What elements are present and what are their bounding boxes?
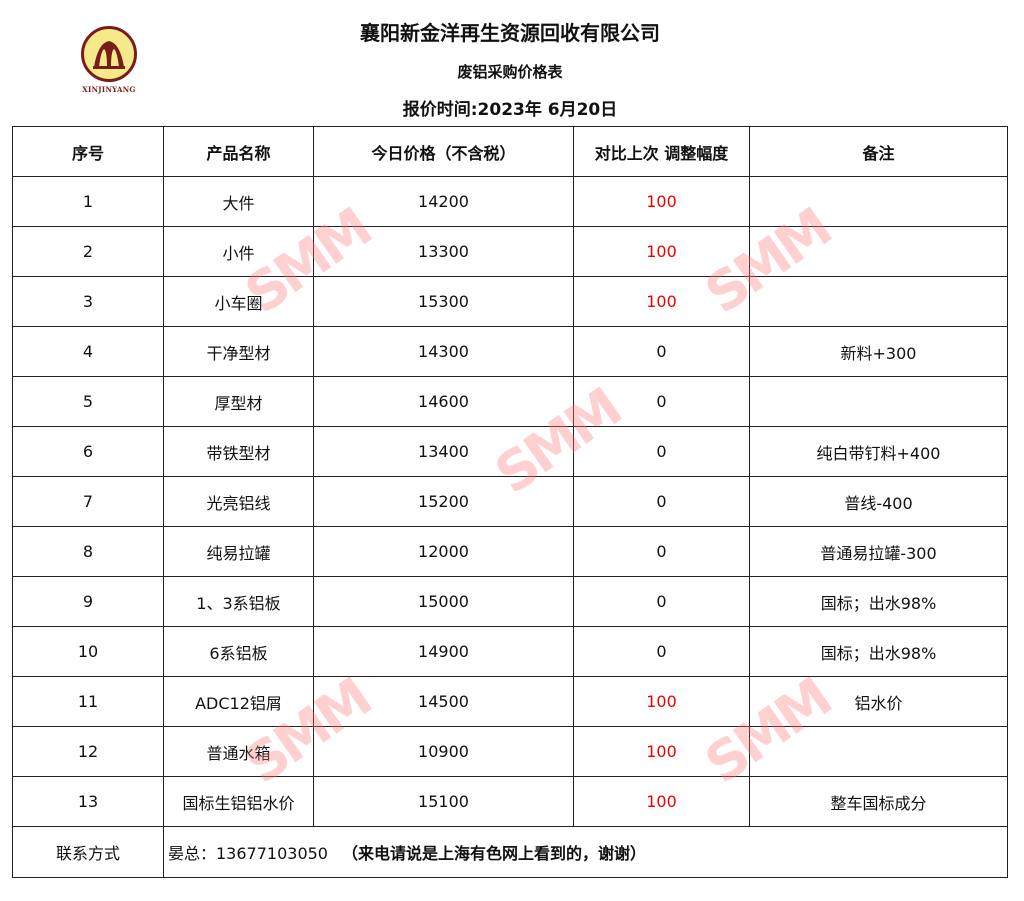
cell-price: 15300 [313,276,574,327]
cell-no: 1 [12,176,164,227]
cell-price: 15100 [313,776,574,827]
logo-text: XINJINYANG [82,85,136,94]
cell-name: 干净型材 [163,326,314,377]
table-row: 13 国标生铝铝水价 15100 100 整车国标成分 [12,776,1008,827]
table-row: 10 6系铝板 14900 0 国标；出水98% [12,626,1008,677]
logo-emblem-icon [81,26,137,82]
cell-name: 小车圈 [163,276,314,327]
company-title: 襄阳新金洋再生资源回收有限公司 [360,21,660,45]
cell-change: 100 [573,276,750,327]
cell-name: 普通水箱 [163,726,314,777]
cell-change: 100 [573,176,750,227]
cell-name: 1、3系铝板 [163,576,314,627]
cell-no: 3 [12,276,164,327]
cell-note [749,726,1008,777]
table-row: 5 厚型材 14600 0 [12,376,1008,427]
cell-change: 100 [573,676,750,727]
cell-no: 7 [12,476,164,527]
sheet-title: 废铝采购价格表 [457,63,563,81]
cell-no: 10 [12,626,164,677]
cell-name: 小件 [163,226,314,277]
cell-no: 5 [12,376,164,427]
cell-note: 普通易拉罐-300 [749,526,1008,577]
cell-price: 14900 [313,626,574,677]
cell-change: 0 [573,476,750,527]
cell-name: 6系铝板 [163,626,314,677]
cell-no: 9 [12,576,164,627]
cell-change: 100 [573,226,750,277]
cell-note: 纯白带钉料+400 [749,426,1008,477]
cell-change: 0 [573,376,750,427]
cell-note: 国标；出水98% [749,626,1008,677]
table-header-row: 序号 产品名称 今日价格（不含税） 对比上次 调整幅度 备注 [12,126,1008,177]
cell-name: 厚型材 [163,376,314,427]
cell-price: 14500 [313,676,574,727]
col-header-note: 备注 [749,126,1008,177]
table-row: 3 小车圈 15300 100 [12,276,1008,327]
cell-name: 光亮铝线 [163,476,314,527]
table-row: 7 光亮铝线 15200 0 普线-400 [12,476,1008,527]
cell-no: 13 [12,776,164,827]
cell-note: 国标；出水98% [749,576,1008,627]
cell-note: 铝水价 [749,676,1008,727]
col-header-no: 序号 [12,126,164,177]
cell-change: 0 [573,426,750,477]
table-row: 9 1、3系铝板 15000 0 国标；出水98% [12,576,1008,627]
cell-note [749,226,1008,277]
cell-note [749,276,1008,327]
cell-price: 12000 [313,526,574,577]
cell-no: 4 [12,326,164,377]
table-row: 11 ADC12铝屑 14500 100 铝水价 [12,676,1008,727]
company-logo: XINJINYANG [78,26,140,94]
cell-change: 0 [573,526,750,577]
cell-name: 带铁型材 [163,426,314,477]
cell-price: 14600 [313,376,574,427]
cell-note [749,176,1008,227]
cell-price: 13400 [313,426,574,477]
cell-no: 8 [12,526,164,577]
cell-no: 11 [12,676,164,727]
table-row: 4 干净型材 14300 0 新料+300 [12,326,1008,377]
contact-note: （来电请说是上海有色网上看到的，谢谢） [341,844,646,863]
cell-name: ADC12铝屑 [163,676,314,727]
cell-name: 国标生铝铝水价 [163,776,314,827]
contact-row: 联系方式 晏总：13677103050 （来电请说是上海有色网上看到的，谢谢） [12,826,1008,878]
table-row: 1 大件 14200 100 [12,176,1008,227]
cell-price: 15000 [313,576,574,627]
cell-note [749,376,1008,427]
cell-no: 2 [12,226,164,277]
cell-change: 0 [573,326,750,377]
contact-cell: 晏总：13677103050 （来电请说是上海有色网上看到的，谢谢） [163,826,1008,878]
cell-change: 0 [573,626,750,677]
table-row: 6 带铁型材 13400 0 纯白带钉料+400 [12,426,1008,477]
cell-note: 新料+300 [749,326,1008,377]
col-header-change: 对比上次 调整幅度 [573,126,750,177]
cell-change: 0 [573,576,750,627]
contact-phone: 晏总：13677103050 [168,844,328,863]
cell-note: 整车国标成分 [749,776,1008,827]
cell-name: 纯易拉罐 [163,526,314,577]
table-row: 2 小件 13300 100 [12,226,1008,277]
cell-price: 14300 [313,326,574,377]
price-table: 序号 产品名称 今日价格（不含税） 对比上次 调整幅度 备注 1 大件 14200 1… [12,126,1008,878]
cell-price: 13300 [313,226,574,277]
table-row: 8 纯易拉罐 12000 0 普通易拉罐-300 [12,526,1008,577]
cell-note: 普线-400 [749,476,1008,527]
cell-price: 10900 [313,726,574,777]
cell-name: 大件 [163,176,314,227]
col-header-price: 今日价格（不含税） [313,126,574,177]
cell-change: 100 [573,776,750,827]
cell-no: 12 [12,726,164,777]
col-header-name: 产品名称 [163,126,314,177]
cell-price: 15200 [313,476,574,527]
table-row: 12 普通水箱 10900 100 [12,726,1008,777]
contact-label: 联系方式 [12,826,164,878]
quote-date: 报价时间:2023年 6月20日 [402,100,618,120]
cell-no: 6 [12,426,164,477]
cell-change: 100 [573,726,750,777]
cell-price: 14200 [313,176,574,227]
